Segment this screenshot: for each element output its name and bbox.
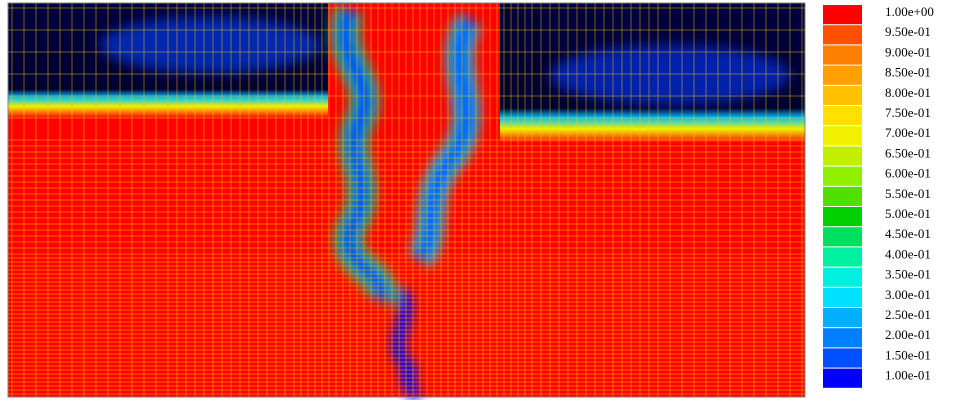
colorbar-swatch	[823, 25, 862, 44]
colorbar-swatch	[823, 207, 862, 226]
colorbar-label: 1.00e-01	[885, 368, 931, 383]
colorbar-swatch	[823, 5, 862, 24]
colorbar-label: 7.00e-01	[885, 125, 931, 140]
colorbar-swatch	[823, 45, 862, 64]
colorbar-swatch	[823, 328, 862, 347]
colorbar-swatch	[823, 348, 862, 367]
colorbar-label: 3.50e-01	[885, 267, 931, 282]
colorbar-swatch	[823, 369, 862, 388]
colorbar-swatch	[823, 187, 862, 206]
chart: 1.00e+00 9.50e-01 9.00e-01 8.50e-01 8.00e-01…	[0, 0, 969, 400]
colorbar-swatch	[823, 288, 862, 307]
colorbar-swatch	[823, 167, 862, 186]
colorbar-swatch	[823, 106, 862, 125]
colorbar-label: 9.00e-01	[885, 44, 931, 59]
colorbar-label: 2.00e-01	[885, 327, 931, 342]
colorbar-label: 1.50e-01	[885, 347, 931, 362]
colorbar-label: 6.00e-01	[885, 166, 931, 181]
colorbar-swatch	[823, 86, 862, 105]
colorbar-label: 5.00e-01	[885, 206, 931, 221]
colorbar-swatch	[823, 66, 862, 85]
colorbar-label: 4.50e-01	[885, 226, 931, 241]
colorbar-swatch	[823, 308, 862, 327]
colorbar-label: 1.00e+00	[885, 4, 934, 19]
contour-field	[8, 3, 805, 397]
colorbar-swatch	[823, 146, 862, 165]
colorbar-swatch	[823, 268, 862, 287]
colorbar-label: 9.50e-01	[885, 24, 931, 39]
colorbar-swatch	[823, 126, 862, 145]
colorbar-label: 4.00e-01	[885, 246, 931, 261]
colorbar-label: 2.50e-01	[885, 307, 931, 322]
colorbar-swatch	[823, 227, 862, 246]
colorbar-swatch	[823, 247, 862, 266]
colorbar-label: 8.00e-01	[885, 85, 931, 100]
colorbar-label: 5.50e-01	[885, 186, 931, 201]
colorbar-label: 8.50e-01	[885, 65, 931, 80]
colorbar-label: 7.50e-01	[885, 105, 931, 120]
colorbar-label: 3.00e-01	[885, 287, 931, 302]
colorbar-label: 6.50e-01	[885, 145, 931, 160]
